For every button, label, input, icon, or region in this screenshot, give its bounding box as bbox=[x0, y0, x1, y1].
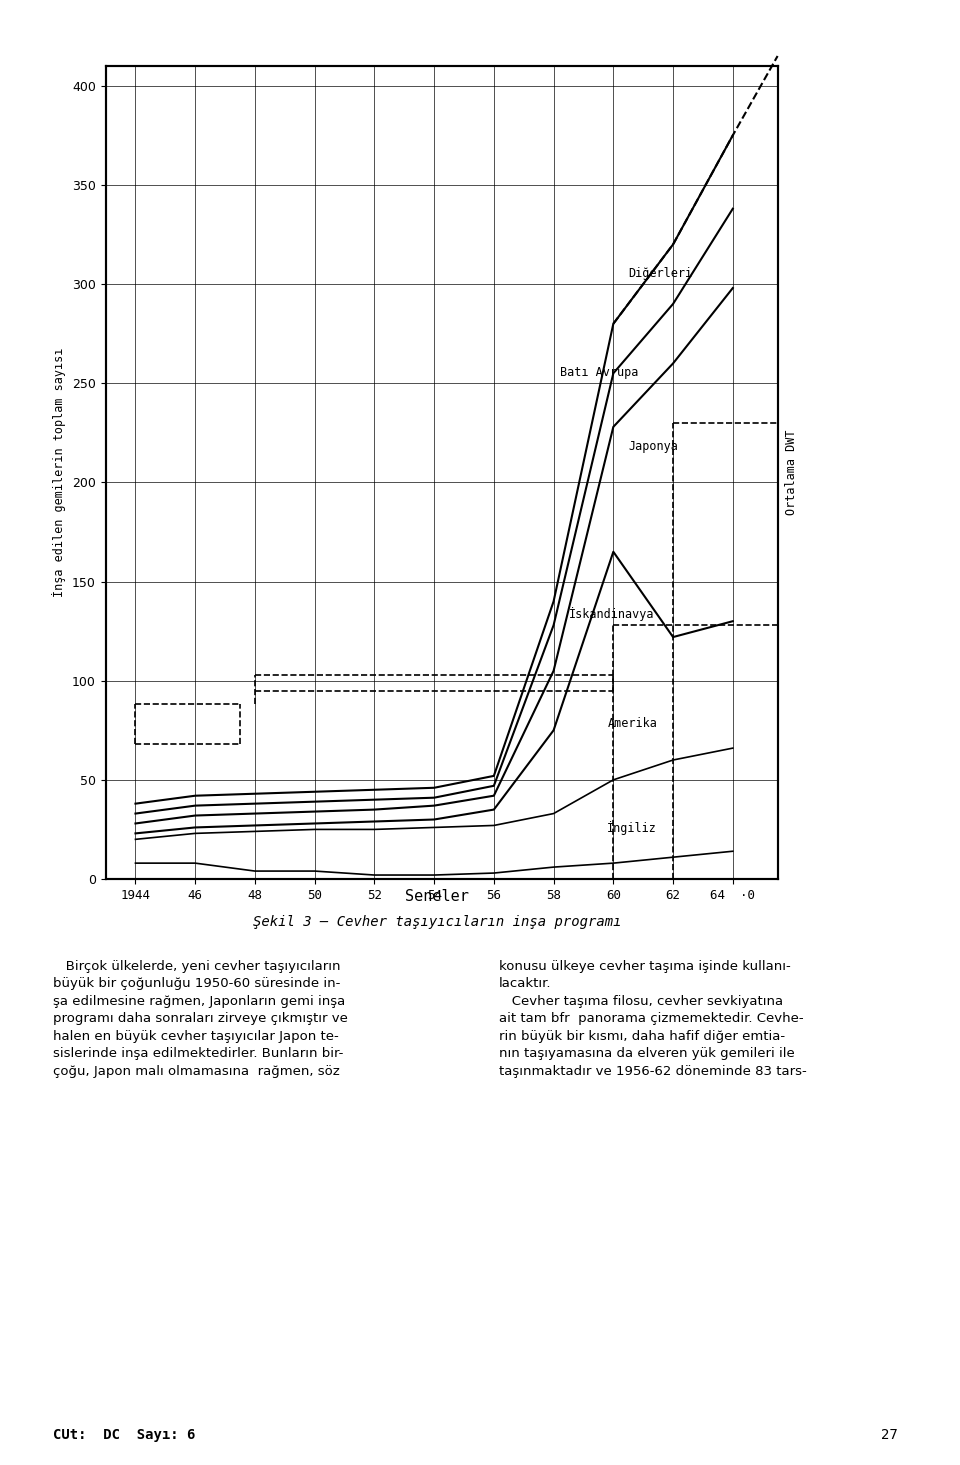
Text: Seneler: Seneler bbox=[405, 889, 468, 904]
Text: Birçok ülkelerde, yeni cevher taşıyıcıların
büyük bir çoğunluğu 1950-60 süresind: Birçok ülkelerde, yeni cevher taşıyıcıla… bbox=[53, 960, 348, 1078]
Text: Diğerleri: Diğerleri bbox=[628, 267, 692, 280]
Text: İngiliz: İngiliz bbox=[608, 822, 658, 835]
Text: Şekil 3 — Cevher taşıyıcıların inşa programı: Şekil 3 — Cevher taşıyıcıların inşa prog… bbox=[252, 914, 621, 929]
Text: 27: 27 bbox=[881, 1427, 898, 1442]
Text: Japonya: Japonya bbox=[628, 440, 678, 453]
Text: Amerika: Amerika bbox=[608, 718, 658, 730]
Y-axis label: İnşa edilen gemilerin toplam sayısı: İnşa edilen gemilerin toplam sayısı bbox=[53, 347, 66, 598]
Text: CUt:  DC  Sayı: 6: CUt: DC Sayı: 6 bbox=[53, 1427, 195, 1442]
Text: Batı Avrupa: Batı Avrupa bbox=[560, 366, 638, 379]
Text: İskandinavya: İskandinavya bbox=[568, 607, 654, 621]
Text: konusu ülkeye cevher taşıma işinde kullanı-
lacaktır.
   Cevher taşıma filosu, c: konusu ülkeye cevher taşıma işinde kulla… bbox=[499, 960, 807, 1078]
Y-axis label: Ortalama DWT: Ortalama DWT bbox=[784, 429, 798, 516]
